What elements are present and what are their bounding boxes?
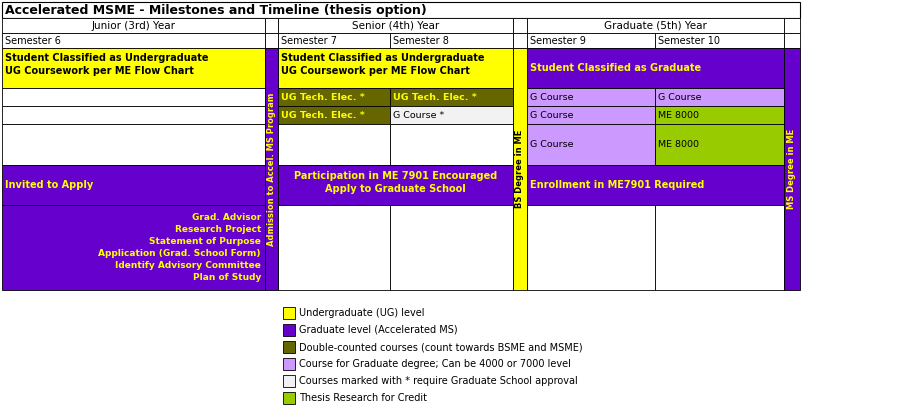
Text: Application (Grad. School Form): Application (Grad. School Form) [98,249,261,258]
Bar [527,165,783,205]
Bar [2,18,264,33]
Bar [390,124,512,165]
Text: UG Tech. Elec. *: UG Tech. Elec. * [281,111,364,120]
Text: Apply to Graduate School: Apply to Graduate School [325,184,465,194]
Text: Semester 9: Semester 9 [529,35,585,45]
Text: Junior (3rd) Year: Junior (3rd) Year [91,20,175,30]
Bar [527,106,654,124]
Bar [278,48,512,88]
Bar [654,205,783,290]
Bar [282,392,295,404]
Bar [2,124,264,165]
Text: Course for Graduate degree; Can be 4000 or 7000 level: Course for Graduate degree; Can be 4000 … [299,359,570,369]
Text: Double-counted courses (count towards BSME and MSME): Double-counted courses (count towards BS… [299,342,582,352]
Bar [278,165,512,205]
Text: ME 8000: ME 8000 [658,140,698,149]
Bar [2,88,264,106]
Text: UG Tech. Elec. *: UG Tech. Elec. * [281,93,364,101]
Text: MS Degree in ME: MS Degree in ME [787,129,796,209]
Bar [278,106,390,124]
Text: Plan of Study: Plan of Study [192,273,261,282]
Bar [278,124,390,165]
Bar [783,48,799,290]
Bar [278,33,390,48]
Bar [278,88,390,106]
Bar [390,88,512,106]
Text: G Course *: G Course * [392,111,444,120]
Text: Senior (4th) Year: Senior (4th) Year [352,20,438,30]
Text: Grad. Advisor: Grad. Advisor [191,213,261,221]
Text: Admission to Accel. MS Program: Admission to Accel. MS Program [267,92,276,246]
Bar [783,18,799,33]
Text: Student Classified as Undergraduate: Student Classified as Undergraduate [281,53,484,63]
Bar [282,324,295,336]
Text: Semester 7: Semester 7 [281,35,336,45]
Text: Courses marked with * require Graduate School approval: Courses marked with * require Graduate S… [299,376,577,386]
Text: G Course: G Course [529,140,573,149]
Bar [654,33,783,48]
Bar [282,358,295,370]
Bar [2,205,264,290]
Bar [527,48,783,88]
Text: Student Classified as Undergraduate: Student Classified as Undergraduate [5,53,208,63]
Bar [278,18,512,33]
Text: Semester 8: Semester 8 [392,35,448,45]
Text: G Course: G Course [658,93,701,101]
Bar [654,106,783,124]
Bar [282,341,295,353]
Bar [2,165,264,205]
Text: Participation in ME 7901 Encouraged: Participation in ME 7901 Encouraged [293,171,497,181]
Text: G Course: G Course [529,93,573,101]
Bar [512,33,527,48]
Text: BS Degree in ME: BS Degree in ME [515,130,524,208]
Bar [2,2,799,18]
Bar [512,18,527,33]
Bar [390,33,512,48]
Bar [390,106,512,124]
Text: Thesis Research for Credit: Thesis Research for Credit [299,393,427,403]
Bar [2,106,264,124]
Bar [654,88,783,106]
Text: Accelerated MSME - Milestones and Timeline (thesis option): Accelerated MSME - Milestones and Timeli… [5,3,427,17]
Bar [512,48,527,290]
Text: Statement of Purpose: Statement of Purpose [149,237,261,246]
Bar [282,307,295,319]
Text: Student Classified as Graduate: Student Classified as Graduate [529,63,700,73]
Text: Semester 10: Semester 10 [658,35,719,45]
Text: Undergraduate (UG) level: Undergraduate (UG) level [299,308,424,318]
Text: Enrollment in ME7901 Required: Enrollment in ME7901 Required [529,180,704,190]
Bar [390,205,512,290]
Bar [2,48,264,88]
Text: Identify Advisory Committee: Identify Advisory Committee [115,261,261,270]
Bar [264,33,278,48]
Text: Research Project: Research Project [174,225,261,234]
Text: Graduate level (Accelerated MS): Graduate level (Accelerated MS) [299,325,457,335]
Bar [527,88,654,106]
Bar [783,33,799,48]
Bar [527,18,783,33]
Bar [278,205,390,290]
Text: ME 8000: ME 8000 [658,111,698,120]
Bar [264,48,278,290]
Text: Semester 6: Semester 6 [5,35,60,45]
Text: UG Coursework per ME Flow Chart: UG Coursework per ME Flow Chart [5,66,194,76]
Bar [264,18,278,33]
Bar [2,33,264,48]
Bar [527,33,654,48]
Text: Graduate (5th) Year: Graduate (5th) Year [603,20,706,30]
Bar [527,205,654,290]
Text: G Course: G Course [529,111,573,120]
Bar [527,124,654,165]
Text: Invited to Apply: Invited to Apply [5,180,93,190]
Text: UG Coursework per ME Flow Chart: UG Coursework per ME Flow Chart [281,66,469,76]
Text: UG Tech. Elec. *: UG Tech. Elec. * [392,93,476,101]
Bar [654,124,783,165]
Bar [282,375,295,387]
